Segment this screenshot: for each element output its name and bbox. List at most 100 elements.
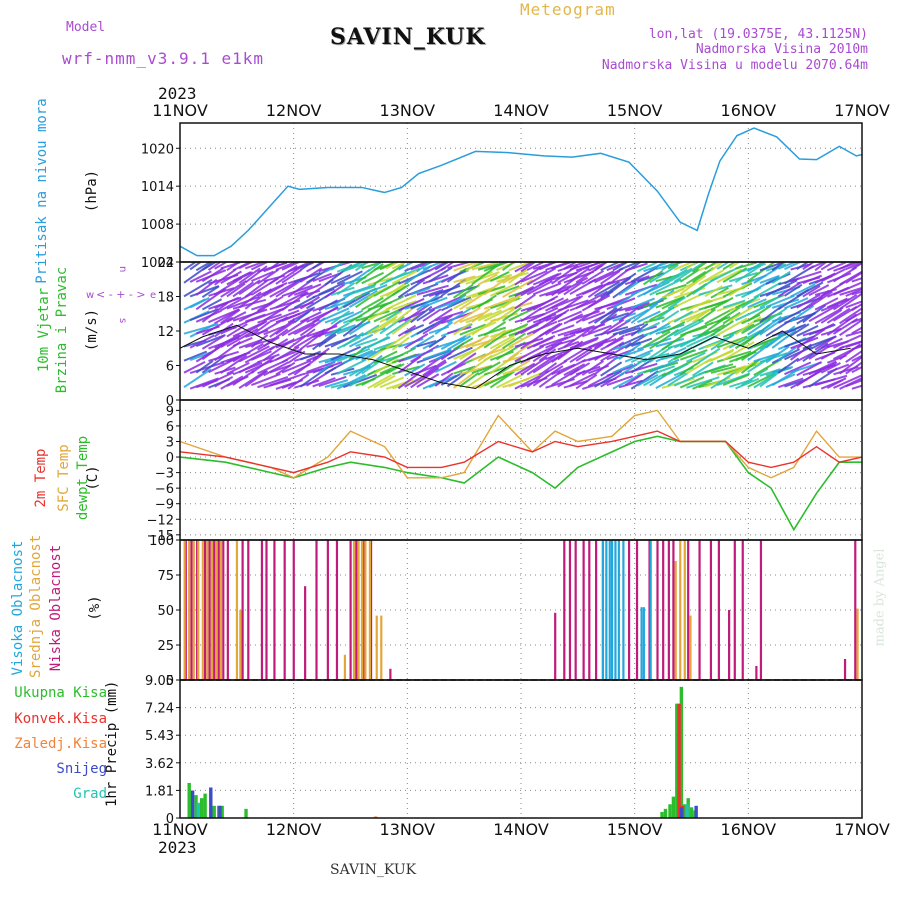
- wind-barb: [612, 348, 644, 361]
- wind-barb: [661, 310, 680, 323]
- cloud-low-bar: [582, 540, 585, 680]
- wind-barb: [514, 362, 536, 377]
- precip-total-bar: [689, 807, 694, 818]
- wind-barb: [391, 300, 417, 311]
- wind-barb: [606, 363, 638, 377]
- wind-barb: [226, 361, 250, 375]
- wind-barb: [679, 361, 700, 376]
- wind-barb: [728, 262, 742, 269]
- wind-barb: [728, 305, 756, 322]
- wind-barb: [293, 354, 323, 376]
- wind-barb: [453, 337, 474, 351]
- wind-barb: [293, 262, 313, 271]
- wind-barb: [446, 306, 474, 324]
- y-tick-label: 50: [157, 604, 174, 619]
- wind-barb: [275, 262, 297, 271]
- wind-barb: [330, 333, 358, 348]
- wind-barb: [845, 311, 862, 323]
- wind-barb: [428, 262, 448, 272]
- wind-barb: [790, 305, 814, 323]
- wind-barb: [312, 272, 332, 282]
- wind-barb: [747, 305, 772, 322]
- wind-barb: [532, 336, 554, 348]
- wind-barb: [790, 270, 822, 283]
- y-tick-label: 3: [166, 435, 174, 450]
- cloud-high-bar: [640, 607, 643, 680]
- wind-barb: [330, 262, 345, 271]
- wind-barb: [722, 311, 741, 325]
- wind-barb: [716, 262, 731, 270]
- cloud-low-bar: [273, 540, 276, 680]
- precip-total-bar: [203, 793, 207, 818]
- wind-barb: [453, 275, 476, 284]
- wind-barb: [428, 296, 462, 312]
- y-tick-label: 7.24: [145, 702, 174, 717]
- wind-barb: [189, 323, 216, 338]
- wind-barb: [508, 359, 531, 374]
- wind-barb: [630, 352, 651, 363]
- wind-barb: [551, 338, 575, 347]
- wind-barb: [447, 346, 473, 360]
- wind-barb: [269, 338, 289, 351]
- wind-barb: [685, 270, 707, 285]
- wind-barb: [520, 270, 548, 283]
- cloud-low-bar: [196, 540, 199, 680]
- wind-barb: [250, 321, 271, 337]
- wind-barb: [293, 307, 314, 324]
- wind-barb: [673, 262, 705, 283]
- wind-barb: [539, 284, 572, 298]
- wind-barb: [404, 371, 431, 388]
- wind-barb: [422, 296, 448, 308]
- cloud-mid-bar: [357, 540, 360, 680]
- wind-barb: [667, 267, 693, 284]
- cloud-low-bar: [389, 668, 392, 680]
- wind-barb: [489, 370, 515, 389]
- wind-barb: [361, 296, 384, 311]
- wind-barb: [453, 262, 479, 272]
- wind-barb: [814, 361, 838, 375]
- cloud-mid-bar: [360, 540, 364, 680]
- wind-barb: [551, 262, 575, 270]
- wind-barb: [661, 332, 687, 351]
- wind-barb: [820, 262, 836, 271]
- wind-barb: [244, 337, 276, 349]
- wind-barb: [397, 372, 420, 390]
- wind-barb: [379, 363, 402, 375]
- wind-barb: [551, 295, 581, 310]
- wind-barb: [808, 290, 833, 309]
- wind-barb: [796, 372, 817, 387]
- y-tick-label: 1.81: [145, 784, 174, 799]
- wind-barb: [784, 297, 809, 310]
- wind-barb: [606, 262, 629, 272]
- wind-barb: [784, 262, 803, 271]
- wind-barb: [563, 380, 588, 389]
- wind-barb: [471, 262, 499, 271]
- wind-barb: [642, 270, 664, 286]
- wind-barb: [538, 297, 565, 311]
- wind-barb: [336, 282, 356, 296]
- wind-barb: [348, 262, 363, 270]
- wind-barb: [698, 347, 721, 364]
- wind-barb: [692, 361, 714, 377]
- y-tick-label: 100: [149, 534, 174, 549]
- pressure-line: [179, 127, 863, 257]
- wind-barb: [557, 310, 583, 323]
- wind-barb: [183, 361, 206, 374]
- wind-barb: [299, 262, 314, 271]
- wind-barb: [612, 262, 630, 272]
- wind-barb: [575, 338, 598, 349]
- compass-w: w: [86, 290, 94, 301]
- wind-barb: [434, 297, 466, 310]
- wind-barb: [544, 322, 563, 336]
- wind-barb: [796, 328, 826, 350]
- wind-barb: [201, 334, 225, 350]
- wind-barb: [312, 262, 324, 270]
- wind-barb: [416, 308, 436, 322]
- wind-barb: [563, 347, 587, 363]
- cloud-low-bar: [304, 586, 307, 680]
- wind-barb: [594, 370, 623, 388]
- wind-barb: [593, 306, 618, 324]
- wind-barb: [839, 262, 857, 270]
- wind-barb: [189, 262, 203, 271]
- wind-barb: [741, 295, 760, 309]
